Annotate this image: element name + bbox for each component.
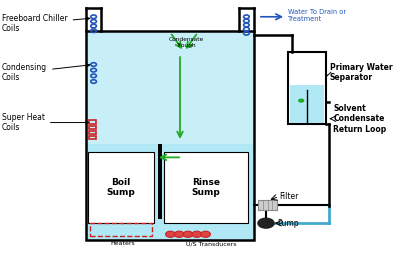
- Circle shape: [174, 231, 184, 237]
- Text: Rinse
Sump: Rinse Sump: [192, 178, 220, 197]
- Text: Heaters: Heaters: [111, 241, 135, 246]
- Bar: [258, 200, 277, 210]
- Circle shape: [192, 231, 202, 237]
- Text: Primary Water
Separator: Primary Water Separator: [330, 62, 393, 82]
- Text: U/S Transducers: U/S Transducers: [186, 241, 236, 246]
- Bar: [164, 152, 248, 223]
- Circle shape: [183, 231, 193, 237]
- Bar: [90, 223, 152, 236]
- Bar: [86, 31, 254, 240]
- Bar: [89, 126, 96, 129]
- Circle shape: [298, 99, 304, 103]
- Text: Super Heat
Coils: Super Heat Coils: [2, 113, 88, 132]
- Bar: [86, 31, 254, 144]
- Bar: [88, 152, 154, 223]
- Bar: [158, 144, 162, 219]
- Circle shape: [201, 231, 210, 237]
- Text: Filter: Filter: [279, 192, 298, 201]
- Text: Water To Drain or
Treatment: Water To Drain or Treatment: [288, 9, 346, 22]
- Circle shape: [166, 231, 175, 237]
- Text: Boil
Sump: Boil Sump: [107, 178, 135, 197]
- Text: Condensate
Trough: Condensate Trough: [168, 37, 204, 48]
- Bar: [89, 131, 96, 134]
- Bar: [290, 85, 324, 123]
- Circle shape: [257, 217, 275, 229]
- Text: Condensing
Coils: Condensing Coils: [2, 62, 90, 82]
- Bar: [288, 52, 326, 124]
- Bar: [89, 120, 96, 124]
- Text: Freeboard Chiller
Coils: Freeboard Chiller Coils: [2, 13, 90, 33]
- Text: Pump: Pump: [277, 219, 299, 228]
- Bar: [86, 31, 254, 240]
- Bar: [89, 136, 96, 139]
- Text: Solvent
Condensate
Return Loop: Solvent Condensate Return Loop: [333, 104, 386, 134]
